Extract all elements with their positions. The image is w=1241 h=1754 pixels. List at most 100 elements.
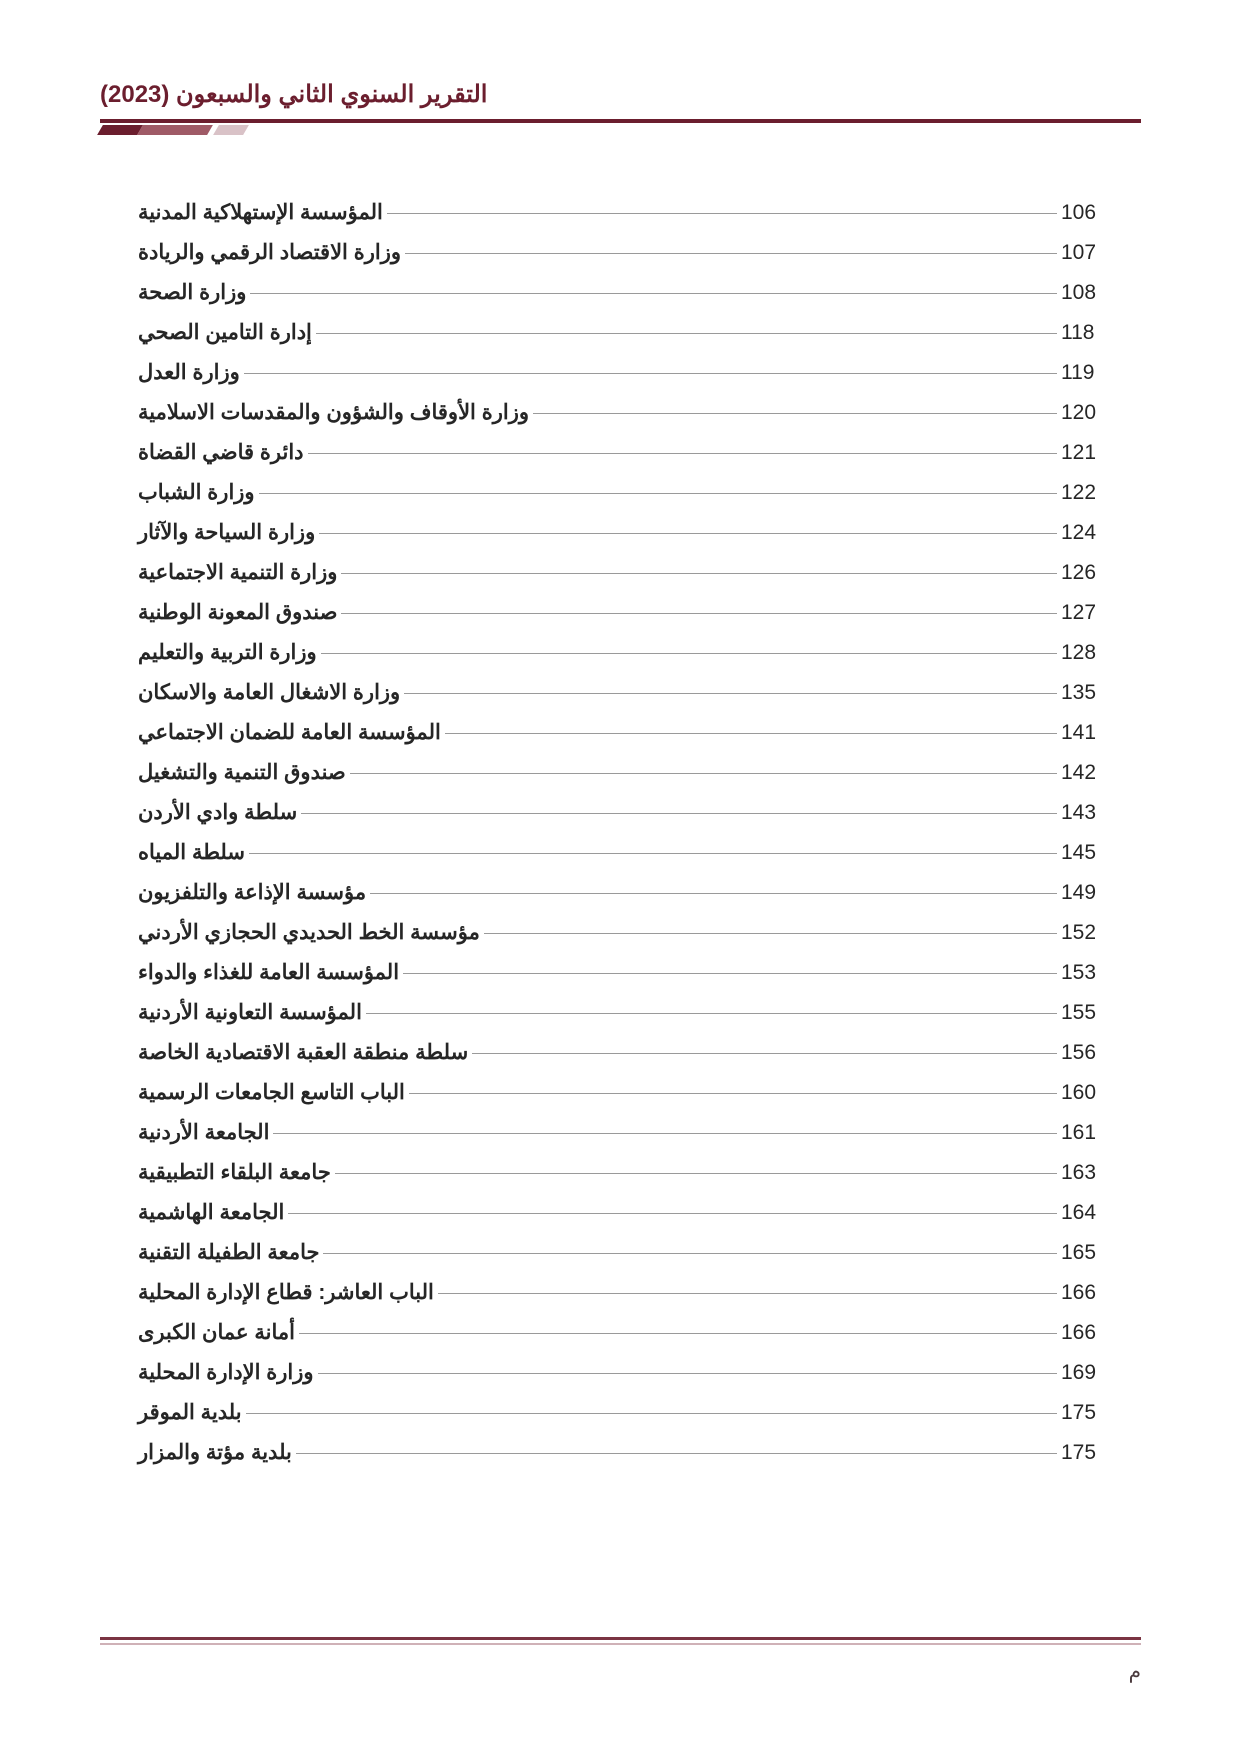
header-deco (100, 125, 1141, 135)
page: التقرير السنوي الثاني والسبعون (2023) 10… (0, 0, 1241, 1754)
toc-leader (335, 1173, 1057, 1174)
toc-row[interactable]: 155المؤسسة التعاونية الأردنية (130, 1000, 1111, 1040)
toc-row[interactable]: 161الجامعة الأردنية (130, 1120, 1111, 1160)
toc-leader (405, 253, 1057, 254)
toc-page-number: 149 (1061, 881, 1111, 905)
title-year: (2023) (100, 81, 169, 108)
toc-page-number: 152 (1061, 921, 1111, 945)
toc-entry-title: سلطة المياه (130, 840, 245, 865)
toc-leader (296, 1453, 1057, 1454)
toc-leader (387, 213, 1057, 214)
toc-row[interactable]: 121دائرة قاضي القضاة (130, 440, 1111, 480)
toc-row[interactable]: 128وزارة التربية والتعليم (130, 640, 1111, 680)
toc-page-number: 166 (1061, 1321, 1111, 1345)
toc-row[interactable]: 143سلطة وادي الأردن (130, 800, 1111, 840)
page-footer: م (100, 1637, 1141, 1684)
toc-entry-title: المؤسسة التعاونية الأردنية (130, 1000, 362, 1025)
toc-row[interactable]: 124وزارة السياحة والآثار (130, 520, 1111, 560)
toc-leader (308, 453, 1057, 454)
toc-entry-title: وزارة التنمية الاجتماعية (130, 560, 337, 585)
toc-entry-title: مؤسسة الإذاعة والتلفزيون (130, 880, 366, 905)
toc-leader (341, 573, 1057, 574)
toc-row[interactable]: 175بلدية مؤتة والمزار (130, 1440, 1111, 1480)
toc-page-number: 126 (1061, 561, 1111, 585)
toc-entry-title: الباب العاشر: قطاع الإدارة المحلية (130, 1280, 434, 1305)
toc-row[interactable]: 160الباب التاسع الجامعات الرسمية (130, 1080, 1111, 1120)
toc-leader (484, 933, 1057, 934)
toc-entry-title: الجامعة الهاشمية (130, 1200, 284, 1225)
toc-row[interactable]: 149 مؤسسة الإذاعة والتلفزيون (130, 880, 1111, 920)
toc-entry-title: سلطة وادي الأردن (130, 800, 297, 825)
toc-row[interactable]: 156 سلطة منطقة العقبة الاقتصادية الخاصة (130, 1040, 1111, 1080)
toc-leader (350, 773, 1057, 774)
toc-entry-title: صندوق المعونة الوطنية (130, 600, 337, 625)
toc-row[interactable]: 169وزارة الإدارة المحلية (130, 1360, 1111, 1400)
toc-leader (370, 893, 1057, 894)
toc-leader (273, 1133, 1057, 1134)
toc-row[interactable]: 175بلدية الموقر (130, 1400, 1111, 1440)
toc-row[interactable]: 122وزارة الشباب (130, 480, 1111, 520)
toc-entry-title: وزارة الاشغال العامة والاسكان (130, 680, 400, 705)
toc-page-number: 118 (1061, 321, 1111, 345)
toc-leader (244, 373, 1057, 374)
footer-rule-light (100, 1643, 1141, 1645)
toc-leader (246, 1413, 1057, 1414)
toc-entry-title: المؤسسة الإستهلاكية المدنية (130, 200, 383, 225)
toc-leader (445, 733, 1057, 734)
toc-page-number: 122 (1061, 481, 1111, 505)
toc-row[interactable]: 118إدارة التامين الصحي (130, 320, 1111, 360)
toc-row[interactable]: 142صندوق التنمية والتشغيل (130, 760, 1111, 800)
toc-page-number: 153 (1061, 961, 1111, 985)
toc-page-number: 141 (1061, 721, 1111, 745)
toc-leader (366, 1013, 1057, 1014)
toc-row[interactable]: 166أمانة عمان الكبرى (130, 1320, 1111, 1360)
toc-leader (288, 1213, 1057, 1214)
deco-bar-3 (213, 125, 249, 135)
toc-leader (341, 613, 1057, 614)
toc-row[interactable]: 166 الباب العاشر: قطاع الإدارة المحلية (130, 1280, 1111, 1320)
toc-page-number: 119 (1061, 361, 1111, 385)
toc-row[interactable]: 141 المؤسسة العامة للضمان الاجتماعي (130, 720, 1111, 760)
toc-row[interactable]: 126 وزارة التنمية الاجتماعية (130, 560, 1111, 600)
toc-leader (301, 813, 1057, 814)
toc-row[interactable]: 106المؤسسة الإستهلاكية المدنية (130, 200, 1111, 240)
toc-entry-title: الجامعة الأردنية (130, 1120, 269, 1145)
toc-leader (321, 653, 1057, 654)
toc-leader (472, 1053, 1057, 1054)
toc-entry-title: المؤسسة العامة للضمان الاجتماعي (130, 720, 441, 745)
toc-leader (409, 1093, 1057, 1094)
toc-leader (533, 413, 1057, 414)
toc-page-number: 175 (1061, 1401, 1111, 1425)
toc-entry-title: سلطة منطقة العقبة الاقتصادية الخاصة (130, 1040, 468, 1065)
toc-entry-title: وزارة العدل (130, 360, 240, 385)
toc-row[interactable]: 165جامعة الطفيلة التقنية (130, 1240, 1111, 1280)
toc-page-number: 120 (1061, 401, 1111, 425)
toc-row[interactable]: 108وزارة الصحة (130, 280, 1111, 320)
toc-entry-title: صندوق التنمية والتشغيل (130, 760, 346, 785)
toc-page-number: 166 (1061, 1281, 1111, 1305)
toc-page-number: 121 (1061, 441, 1111, 465)
toc-page-number: 128 (1061, 641, 1111, 665)
toc-entry-title: وزارة الإدارة المحلية (130, 1360, 314, 1385)
toc-row[interactable]: 135وزارة الاشغال العامة والاسكان (130, 680, 1111, 720)
toc-row[interactable]: 107وزارة الاقتصاد الرقمي والريادة (130, 240, 1111, 280)
toc-page-number: 145 (1061, 841, 1111, 865)
toc-row[interactable]: 163جامعة البلقاء التطبيقية (130, 1160, 1111, 1200)
toc-row[interactable]: 120وزارة الأوقاف والشؤون والمقدسات الاسل… (130, 400, 1111, 440)
toc-leader (404, 693, 1057, 694)
toc-row[interactable]: 152مؤسسة الخط الحديدي الحجازي الأردني (130, 920, 1111, 960)
toc-page-number: 156 (1061, 1041, 1111, 1065)
deco-bar-1 (97, 125, 143, 135)
toc-row[interactable]: 127صندوق المعونة الوطنية (130, 600, 1111, 640)
toc-entry-title: بلدية مؤتة والمزار (130, 1440, 292, 1465)
toc-row[interactable]: 145 سلطة المياه (130, 840, 1111, 880)
toc-entry-title: جامعة البلقاء التطبيقية (130, 1160, 331, 1185)
toc-leader (259, 493, 1057, 494)
toc-leader (319, 533, 1057, 534)
toc-row[interactable]: 119 وزارة العدل (130, 360, 1111, 400)
toc-row[interactable]: 164الجامعة الهاشمية (130, 1200, 1111, 1240)
toc-row[interactable]: 153المؤسسة العامة للغذاء والدواء (130, 960, 1111, 1000)
toc-page-number: 124 (1061, 521, 1111, 545)
toc-leader (316, 333, 1057, 334)
report-title: التقرير السنوي الثاني والسبعون (2023) (100, 80, 487, 115)
